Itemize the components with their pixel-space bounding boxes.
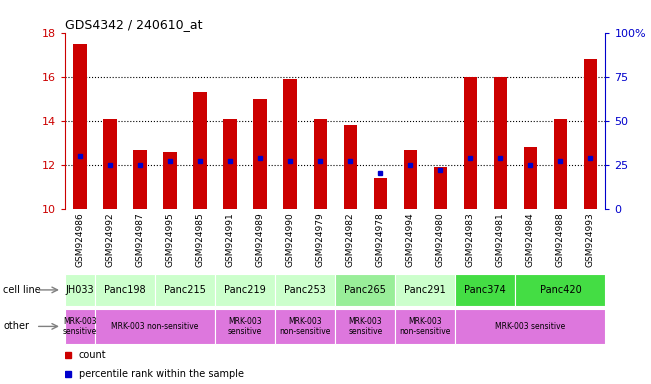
Bar <box>335 274 395 306</box>
Text: percentile rank within the sample: percentile rank within the sample <box>79 369 243 379</box>
Bar <box>493 77 507 209</box>
Text: GSM924992: GSM924992 <box>105 212 115 267</box>
Bar <box>584 59 597 209</box>
Text: MRK-003
sensitive: MRK-003 sensitive <box>63 317 97 336</box>
Text: GSM924990: GSM924990 <box>286 212 295 267</box>
Text: GSM924980: GSM924980 <box>436 212 445 267</box>
Bar <box>133 150 147 209</box>
Bar <box>65 274 95 306</box>
Text: Panc420: Panc420 <box>540 285 581 295</box>
Bar <box>215 274 275 306</box>
Bar <box>163 152 177 209</box>
Text: GSM924982: GSM924982 <box>346 212 355 267</box>
Text: Panc215: Panc215 <box>164 285 206 295</box>
Text: JH033: JH033 <box>66 285 94 295</box>
Text: Panc253: Panc253 <box>284 285 326 295</box>
Text: GSM924984: GSM924984 <box>526 212 535 267</box>
Bar <box>553 119 567 209</box>
Text: GSM924987: GSM924987 <box>135 212 145 267</box>
Text: GSM924979: GSM924979 <box>316 212 325 267</box>
Bar <box>344 125 357 209</box>
Text: GSM924988: GSM924988 <box>556 212 565 267</box>
Bar <box>455 309 605 344</box>
Bar <box>95 309 215 344</box>
Bar <box>223 119 237 209</box>
Text: GSM924994: GSM924994 <box>406 212 415 267</box>
Bar <box>253 99 267 209</box>
Bar <box>374 178 387 209</box>
Bar <box>404 150 417 209</box>
Text: GSM924978: GSM924978 <box>376 212 385 267</box>
Text: MRK-003
sensitive: MRK-003 sensitive <box>228 317 262 336</box>
Text: GSM924983: GSM924983 <box>466 212 475 267</box>
Bar <box>275 309 335 344</box>
Text: GSM924985: GSM924985 <box>196 212 204 267</box>
Text: GSM924986: GSM924986 <box>76 212 85 267</box>
Bar <box>395 309 455 344</box>
Bar <box>516 274 605 306</box>
Text: cell line: cell line <box>3 285 41 295</box>
Text: MRK-003 sensitive: MRK-003 sensitive <box>495 322 566 331</box>
Bar <box>434 167 447 209</box>
Text: GDS4342 / 240610_at: GDS4342 / 240610_at <box>65 18 202 31</box>
Bar <box>283 79 297 209</box>
Bar <box>464 77 477 209</box>
Text: MRK-003
sensitive: MRK-003 sensitive <box>348 317 382 336</box>
Bar <box>65 309 95 344</box>
Text: GSM924981: GSM924981 <box>496 212 505 267</box>
Bar <box>275 274 335 306</box>
Text: GSM924993: GSM924993 <box>586 212 595 267</box>
Bar <box>523 147 537 209</box>
Text: GSM924989: GSM924989 <box>256 212 265 267</box>
Text: MRK-003
non-sensitive: MRK-003 non-sensitive <box>400 317 451 336</box>
Text: GSM924991: GSM924991 <box>226 212 235 267</box>
Text: Panc265: Panc265 <box>344 285 386 295</box>
Text: count: count <box>79 350 106 360</box>
Text: MRK-003
non-sensitive: MRK-003 non-sensitive <box>279 317 331 336</box>
Text: Panc291: Panc291 <box>404 285 446 295</box>
Bar <box>314 119 327 209</box>
Text: GSM924995: GSM924995 <box>165 212 174 267</box>
Text: other: other <box>3 321 29 331</box>
Bar <box>104 119 117 209</box>
Text: Panc198: Panc198 <box>104 285 146 295</box>
Bar <box>395 274 455 306</box>
Bar <box>193 92 207 209</box>
Text: MRK-003 non-sensitive: MRK-003 non-sensitive <box>111 322 199 331</box>
Bar <box>215 309 275 344</box>
Text: Panc219: Panc219 <box>225 285 266 295</box>
Bar <box>155 274 215 306</box>
Bar <box>335 309 395 344</box>
Bar <box>95 274 155 306</box>
Bar <box>455 274 516 306</box>
Bar <box>74 44 87 209</box>
Text: Panc374: Panc374 <box>464 285 506 295</box>
